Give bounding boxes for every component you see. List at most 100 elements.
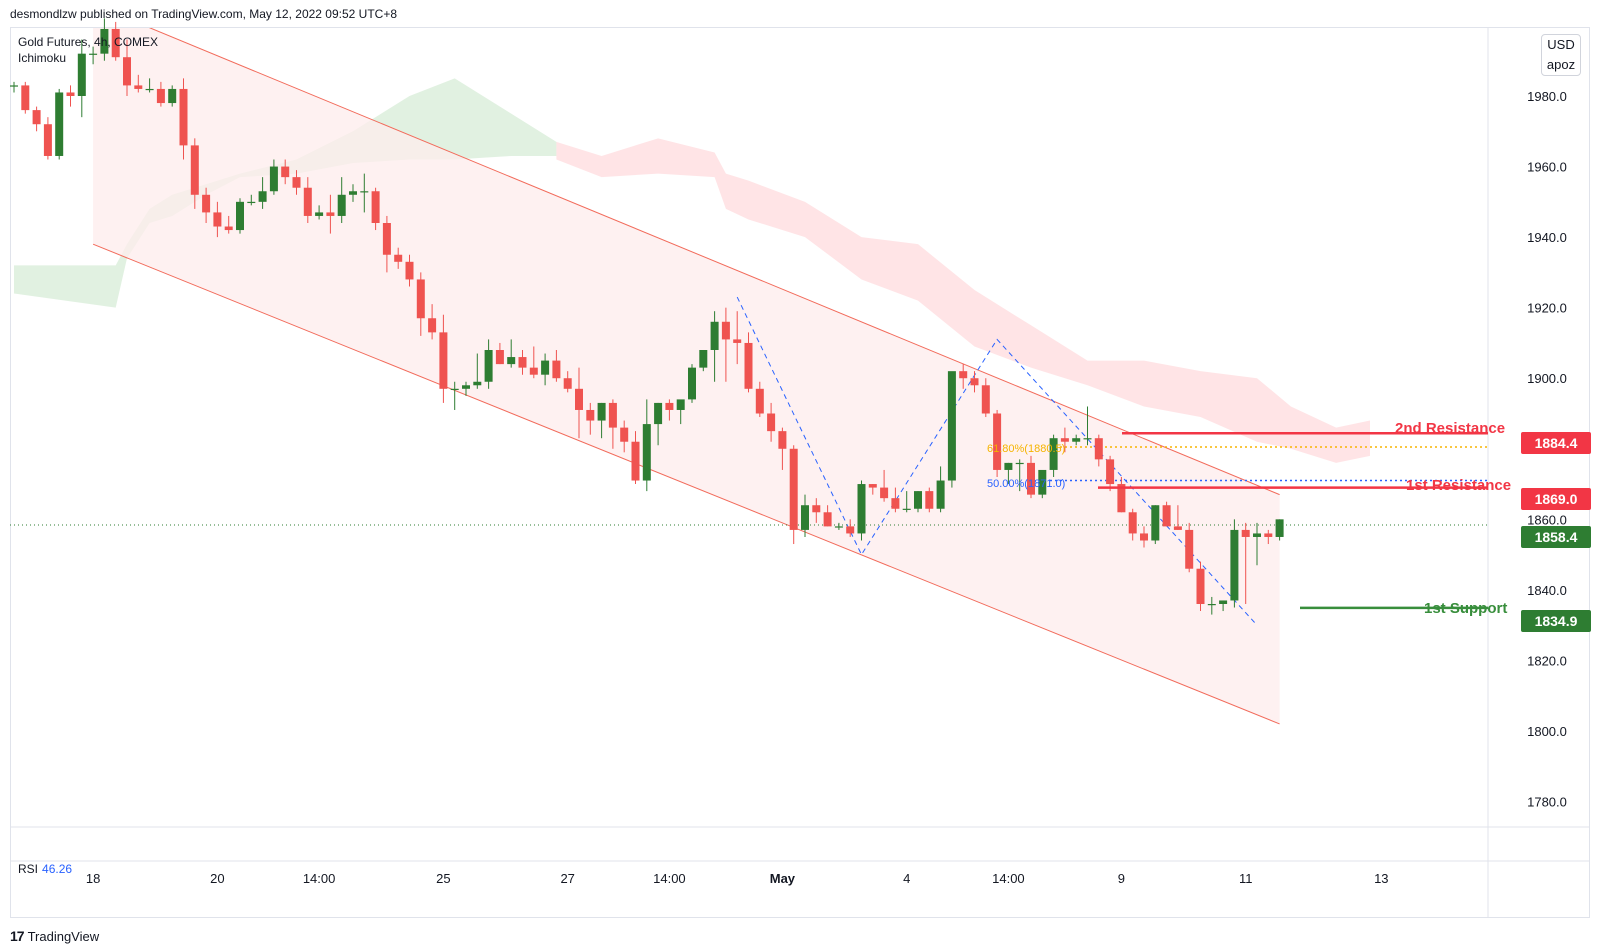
- candle-body: [586, 409, 595, 421]
- candle: [880, 469, 889, 502]
- candle: [315, 205, 324, 220]
- chart-frame: [10, 27, 1590, 918]
- candle: [382, 215, 391, 273]
- candle-body: [349, 191, 357, 195]
- candle-body: [1207, 604, 1216, 606]
- candle-body: [710, 321, 719, 350]
- x-tick-label: 11: [1239, 871, 1253, 886]
- candle: [823, 505, 832, 527]
- y-tick-label: 1840.0: [1527, 583, 1567, 598]
- candle-body: [394, 254, 403, 262]
- candle: [473, 353, 482, 389]
- candle-body: [925, 491, 934, 509]
- candle-body: [1015, 462, 1024, 465]
- candle: [936, 466, 945, 513]
- candle: [66, 85, 75, 107]
- symbol-label[interactable]: Gold Futures, 4h, COMEX: [18, 35, 159, 49]
- candle: [1015, 459, 1024, 492]
- candle-body: [1049, 438, 1058, 470]
- candle: [1151, 505, 1160, 545]
- second-resistance-price-tag: 1884.4: [1521, 432, 1591, 454]
- candle-body: [1185, 529, 1194, 569]
- x-tick-label: 14:00: [303, 871, 336, 886]
- candle: [767, 402, 776, 442]
- candle-body: [608, 402, 617, 428]
- candle: [1038, 469, 1047, 499]
- y-tick-label: 1900.0: [1527, 371, 1567, 386]
- candle: [654, 402, 663, 446]
- candle: [1094, 434, 1103, 467]
- candle-body: [993, 413, 1002, 470]
- tradingview-logo[interactable]: 17 TradingView: [10, 928, 99, 944]
- candle-body: [733, 339, 742, 343]
- candle-body: [959, 371, 968, 379]
- candle-body: [371, 191, 380, 223]
- candle-body: [1117, 484, 1126, 513]
- candle-body: [484, 350, 493, 382]
- candle-body: [891, 498, 900, 509]
- candle-body: [134, 85, 143, 89]
- ichimoku-cloud-bullish: [14, 78, 557, 308]
- candle: [925, 487, 934, 513]
- candle-body: [1038, 469, 1047, 495]
- candle-body: [258, 191, 267, 202]
- candle: [778, 427, 787, 470]
- candle: [292, 170, 301, 195]
- candle-body: [77, 53, 86, 96]
- candle: [1253, 522, 1261, 566]
- candle: [914, 491, 922, 513]
- candle: [1219, 600, 1228, 612]
- ichimoku-cloud-bearish: [556, 138, 1370, 463]
- fib-50-label: 50.00%(1871.0): [987, 478, 1066, 490]
- candle: [77, 39, 86, 118]
- x-tick-label: 9: [1118, 871, 1125, 886]
- y-tick-label: 1800.0: [1527, 724, 1567, 739]
- first-resistance-label: 1st Resistance: [1406, 477, 1512, 494]
- candle: [857, 480, 866, 541]
- candle-body: [1060, 438, 1069, 442]
- indicator-label[interactable]: Ichimoku: [18, 51, 67, 65]
- rsi-legend[interactable]: RSI 46.26: [18, 862, 72, 876]
- rsi-value: 46.26: [42, 862, 73, 876]
- candle: [236, 198, 244, 234]
- candle: [891, 487, 900, 513]
- candle: [337, 177, 346, 223]
- candle: [620, 420, 629, 453]
- candle: [1072, 434, 1081, 446]
- zigzag-pattern: [736, 296, 1258, 626]
- candle-body: [507, 357, 516, 365]
- candle: [360, 173, 369, 213]
- y-tick-label: 1820.0: [1527, 653, 1567, 668]
- currency-selector[interactable]: USD apoz: [1541, 34, 1581, 76]
- candle-body: [326, 212, 335, 216]
- candle: [710, 311, 719, 382]
- candle-body: [247, 201, 256, 204]
- candle-body: [145, 88, 154, 91]
- candle: [123, 39, 131, 96]
- candle: [100, 18, 109, 61]
- candle-body: [642, 424, 651, 481]
- candle-body: [315, 212, 324, 216]
- candle: [1264, 529, 1273, 545]
- candle-body: [450, 388, 459, 391]
- candle-body: [123, 57, 131, 86]
- candle: [1162, 501, 1171, 527]
- publish-info: desmondlzw published on TradingView.com,…: [10, 7, 398, 21]
- first-support-label: 1st Support: [1424, 600, 1508, 617]
- x-tick-label: 13: [1374, 871, 1388, 886]
- candle-body: [10, 85, 18, 87]
- candle: [507, 339, 516, 368]
- candle-body: [823, 512, 832, 527]
- candle: [1106, 455, 1115, 492]
- candle: [688, 364, 696, 403]
- candle: [1275, 519, 1284, 541]
- channel-lower-line: [92, 243, 1280, 725]
- candle: [213, 201, 222, 238]
- candle-body: [744, 342, 753, 389]
- candle-body: [665, 402, 674, 410]
- candle-body: [55, 92, 64, 156]
- candle: [32, 106, 41, 132]
- candle: [529, 346, 538, 379]
- candle-body: [1140, 533, 1148, 541]
